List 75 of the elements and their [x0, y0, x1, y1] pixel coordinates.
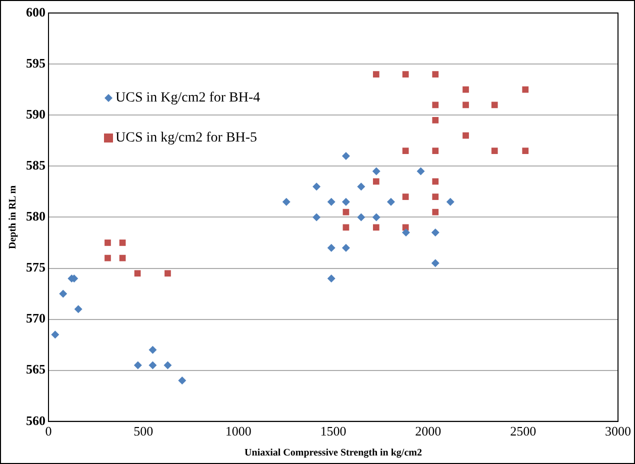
- x-axis-title: Uniaxial Compressive Strength in kg/cm2: [244, 448, 422, 459]
- point: [134, 361, 142, 370]
- point: [402, 71, 409, 78]
- point: [491, 148, 498, 154]
- point: [357, 213, 366, 222]
- point: [462, 86, 469, 93]
- point: [372, 167, 380, 176]
- x-tick-label: 3000: [605, 424, 631, 439]
- point: [432, 208, 439, 216]
- point: [372, 224, 380, 231]
- point: [327, 198, 336, 206]
- point: [178, 376, 186, 385]
- point: [312, 182, 321, 191]
- point: [312, 213, 321, 222]
- point: [119, 240, 126, 246]
- point: [342, 152, 350, 160]
- y-tick-label: 595: [26, 55, 46, 70]
- point: [104, 240, 111, 246]
- y-tick-label: 585: [26, 158, 46, 173]
- point: [74, 305, 82, 314]
- point: [402, 228, 410, 237]
- point: [491, 102, 498, 108]
- point: [327, 244, 336, 252]
- point: [372, 178, 380, 185]
- point: [431, 228, 440, 237]
- point: [327, 274, 336, 282]
- point: [342, 224, 350, 231]
- y-axis-title: Depth in RL m: [8, 184, 19, 250]
- point: [342, 198, 350, 206]
- point: [432, 117, 439, 124]
- point: [164, 270, 171, 277]
- point: [104, 254, 111, 262]
- y-tick-label: 570: [26, 310, 46, 326]
- point: [134, 270, 141, 277]
- y-tick-label: 565: [26, 362, 46, 377]
- point: [416, 167, 425, 176]
- x-tick-label: 2000: [415, 424, 442, 439]
- point: [446, 198, 454, 206]
- point: [59, 290, 68, 298]
- y-tick-label: 590: [26, 106, 46, 122]
- y-tick-label: 560: [26, 412, 46, 428]
- point: [282, 198, 290, 206]
- point: [432, 148, 439, 154]
- point: [372, 71, 380, 78]
- point: [164, 361, 172, 370]
- point: [402, 224, 409, 231]
- legend-label: UCS in kg/cm2 for BH-5: [116, 130, 258, 146]
- point: [432, 178, 439, 185]
- point: [402, 148, 409, 154]
- y-tick-label: 580: [26, 208, 46, 224]
- x-tick-label: 1000: [225, 424, 252, 439]
- point: [148, 346, 157, 354]
- point: [342, 244, 350, 252]
- point: [372, 213, 380, 222]
- y-tick-label: 575: [26, 260, 46, 275]
- point: [432, 194, 439, 200]
- point: [386, 198, 395, 206]
- point: [357, 182, 366, 191]
- point: [462, 132, 469, 139]
- point: [148, 361, 157, 370]
- x-tick-label: 500: [134, 424, 154, 439]
- x-tick-label: 2500: [510, 424, 536, 439]
- point: [522, 148, 529, 154]
- x-tick-label: 1500: [320, 424, 346, 439]
- point: [432, 71, 439, 78]
- point: [431, 259, 440, 268]
- point: [51, 330, 60, 339]
- point: [402, 194, 409, 200]
- point: [522, 86, 529, 93]
- point: [432, 102, 439, 108]
- point: [342, 208, 350, 216]
- legend-label: UCS in Kg/cm2 for BH-4: [116, 90, 260, 106]
- y-tick-label: 600: [26, 4, 46, 20]
- point: [462, 102, 469, 108]
- x-tick-label: 0: [45, 424, 52, 439]
